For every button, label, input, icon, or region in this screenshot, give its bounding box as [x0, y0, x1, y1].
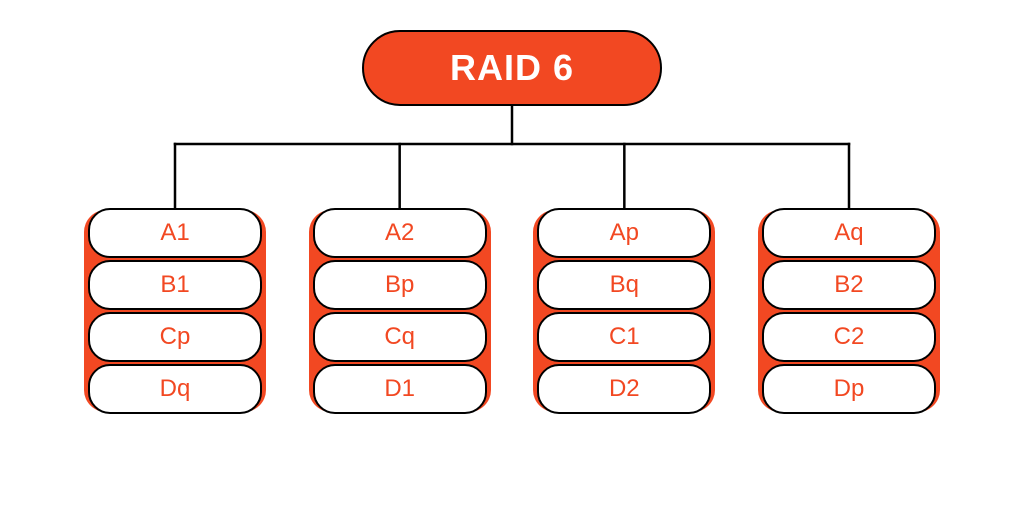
disk-block: A2	[313, 208, 487, 258]
disk-block-label: Aq	[834, 219, 863, 247]
disk-block-label: B2	[834, 271, 863, 299]
disk-block: C2	[762, 312, 936, 362]
disk-block: Dp	[762, 364, 936, 414]
disk-block: Dq	[88, 364, 262, 414]
disk-block: Ap	[537, 208, 711, 258]
disk-block-label: Ap	[610, 219, 639, 247]
disk-block-label: Bq	[610, 271, 639, 299]
disk-block-label: Cq	[384, 323, 415, 351]
disk-block: B2	[762, 260, 936, 310]
disk-block-label: Cp	[160, 323, 191, 351]
disk-block-label: A2	[385, 219, 414, 247]
disk-block-label: Dq	[160, 375, 191, 403]
disk-block: D1	[313, 364, 487, 414]
disk-block: Aq	[762, 208, 936, 258]
disk-block-label: A1	[160, 219, 189, 247]
disk-block-label: D2	[609, 375, 640, 403]
disk-block-label: Dp	[834, 375, 865, 403]
disk-block: Cq	[313, 312, 487, 362]
raid-title: RAID 6	[362, 30, 662, 106]
disk-block-label: Bp	[385, 271, 414, 299]
disk-block-label: D1	[384, 375, 415, 403]
disk-block-label: B1	[160, 271, 189, 299]
disk-block: A1	[88, 208, 262, 258]
disk: Aq B2 C2 Dp	[762, 208, 936, 414]
disk-block: B1	[88, 260, 262, 310]
disk-block-label: C2	[834, 323, 865, 351]
disks-row: A1 B1 Cp Dq A2 Bp Cq D1 Ap Bq C1 D2 Aq B2 C2 Dp	[88, 208, 936, 414]
disk: A2 Bp Cq D1	[313, 208, 487, 414]
disk-block-label: C1	[609, 323, 640, 351]
disk: A1 B1 Cp Dq	[88, 208, 262, 414]
disk: Ap Bq C1 D2	[537, 208, 711, 414]
disk-block: Cp	[88, 312, 262, 362]
disk-block: Bp	[313, 260, 487, 310]
disk-block: C1	[537, 312, 711, 362]
raid-title-text: RAID 6	[450, 47, 574, 89]
disk-block: D2	[537, 364, 711, 414]
disk-block: Bq	[537, 260, 711, 310]
